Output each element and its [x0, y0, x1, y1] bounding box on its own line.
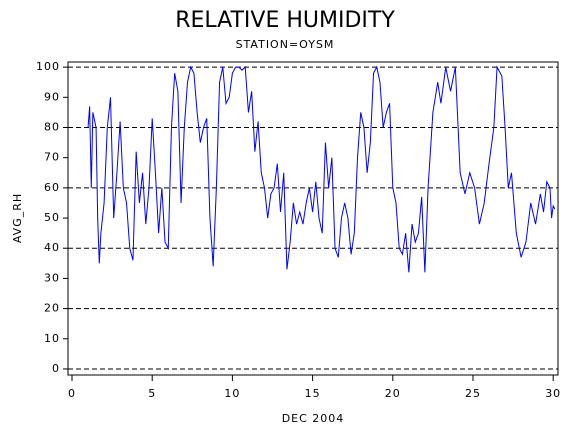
y-tick-label: 0 [52, 362, 60, 375]
y-tick-label: 30 [44, 271, 60, 284]
x-tick-label: 25 [465, 387, 481, 400]
x-tick-label: 5 [148, 387, 156, 400]
y-tick-label: 90 [44, 90, 60, 103]
x-tick-label: 10 [224, 387, 240, 400]
x-tick-label: 20 [385, 387, 401, 400]
chart-title: RELATIVE HUMIDITY [175, 8, 395, 33]
x-tick-label: 0 [68, 387, 76, 400]
chart-subtitle: STATION=OYSM [236, 38, 335, 51]
y-tick-label: 100 [36, 60, 60, 73]
y-tick-label: 70 [44, 151, 60, 164]
y-tick-label: 20 [44, 302, 60, 315]
x-axis-label: DEC 2004 [282, 412, 345, 425]
y-tick-label: 40 [44, 241, 60, 254]
x-tick-label: 15 [305, 387, 321, 400]
y-tick-label: 60 [44, 181, 60, 194]
x-tick-label: 30 [545, 387, 561, 400]
y-tick-label: 10 [44, 332, 60, 345]
y-tick-label: 50 [44, 211, 60, 224]
data-line [87, 65, 556, 273]
y-axis-label: AVG_RH [11, 193, 24, 243]
y-tick-label: 80 [44, 120, 60, 133]
